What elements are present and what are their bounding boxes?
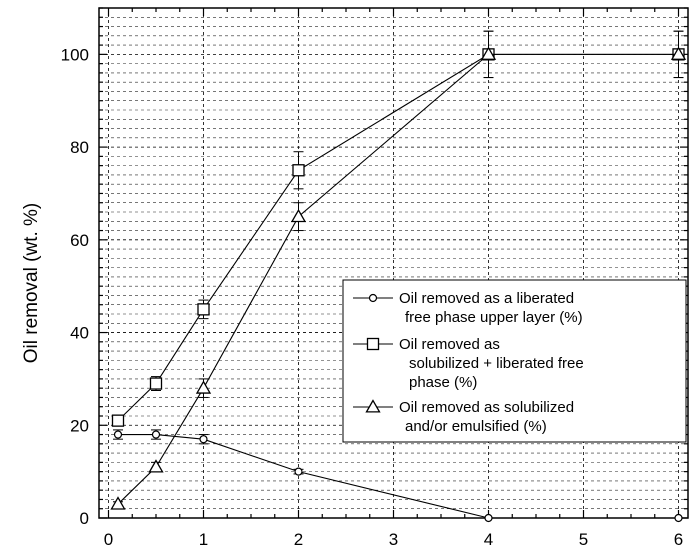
data-point-square [149,377,163,390]
x-tick-label: 6 [674,530,683,549]
data-point-triangle [290,208,307,223]
x-tick-label: 0 [104,530,113,549]
legend-label: phase (%) [409,374,477,391]
data-point-circle [113,430,123,439]
axes: 0 20 40 60 80 100 0 1 2 3 4 5 6 [61,7,689,549]
data-point-circle [199,435,208,444]
legend-marker-square [366,337,380,351]
data-point-triangle [480,46,497,60]
legend-label: and/or emulsified (%) [405,418,547,435]
legend-label: Oil removed as solubilized [399,399,574,416]
data-point-circle [151,430,161,439]
y-tick-label: 0 [80,509,89,528]
y-tick-label: 60 [70,231,89,250]
y-axis-title: Oil removal (wt. %) [21,203,42,363]
data-series [110,30,687,523]
data-point-square [197,303,210,316]
series-line [118,433,679,519]
data-point-triangle [110,496,126,510]
data-point-square [111,414,125,427]
legend-marker-triangle [365,399,381,413]
data-point-triangle [670,46,687,60]
y-tick-label: 20 [70,416,89,435]
legend-label: Oil removed as [399,336,500,353]
data-point-circle [674,513,683,523]
legend-label: free phase upper layer (%) [405,309,583,326]
legend-label: Oil removed as a liberated [399,290,574,307]
data-point-circle [294,467,303,476]
x-tick-label: 2 [294,530,303,549]
x-tick-label: 1 [199,530,208,549]
x-tick-label: 4 [484,530,493,549]
legend: Oil removed as a liberated free phase upp… [342,279,687,443]
data-point-triangle [148,459,164,473]
data-point-square [292,164,305,177]
series-circle [113,429,683,523]
y-tick-label: 80 [70,138,89,157]
legend-box [342,279,687,443]
x-tick-label: 3 [389,530,398,549]
x-tick-label: 5 [579,530,588,549]
series-line [117,53,679,505]
data-point-circle [484,513,493,523]
legend-marker-circle [368,293,378,303]
y-tick-label: 100 [61,45,89,64]
data-point-triangle [195,380,212,394]
y-tick-label: 40 [70,324,89,343]
legend-label: solubilized + liberated free [409,355,584,372]
series-triangle [110,30,687,510]
